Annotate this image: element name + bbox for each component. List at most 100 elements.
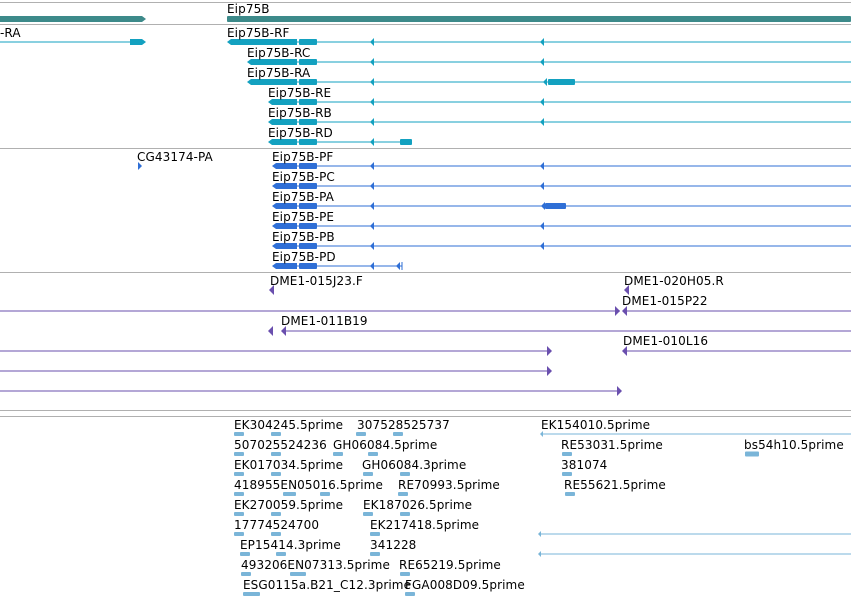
est-block[interactable] — [363, 512, 373, 516]
reverse-arrowhead-icon[interactable] — [370, 118, 374, 126]
pointed-end-icon[interactable] — [547, 366, 552, 376]
clone-label[interactable]: DME1-011B19 — [281, 314, 368, 328]
est-block[interactable] — [400, 572, 410, 576]
protein-label[interactable]: Eip75B-PE — [272, 210, 335, 224]
est-block[interactable] — [356, 432, 366, 436]
exon-block[interactable] — [247, 59, 297, 65]
exon-block[interactable] — [272, 243, 297, 249]
exon-block[interactable] — [299, 39, 317, 45]
est-block[interactable] — [234, 512, 244, 516]
est-label[interactable]: EK304245.5prime — [234, 418, 344, 432]
reverse-arrowhead-icon[interactable] — [370, 78, 374, 86]
est-label[interactable]: bs54h10.5prime — [744, 438, 844, 452]
reverse-arrowhead-icon[interactable] — [269, 285, 274, 295]
est-block[interactable] — [370, 532, 380, 536]
exon-block[interactable] — [272, 223, 297, 229]
exon-block[interactable] — [299, 163, 317, 169]
reverse-arrowhead-icon[interactable] — [370, 58, 374, 66]
est-block[interactable] — [368, 452, 378, 456]
est-label[interactable]: 381074 — [561, 458, 608, 472]
est-block[interactable] — [234, 492, 244, 496]
est-block[interactable] — [562, 472, 572, 476]
reverse-arrowhead-icon[interactable] — [370, 38, 374, 46]
exon-block[interactable] — [545, 203, 566, 209]
est-block[interactable] — [250, 592, 260, 596]
est-label[interactable]: RE70993.5prime — [398, 478, 500, 492]
transcript-label[interactable]: Eip75B-RD — [268, 126, 333, 140]
est-block[interactable] — [370, 552, 380, 556]
reverse-arrowhead-icon[interactable] — [540, 162, 544, 170]
exon-block[interactable] — [299, 203, 317, 209]
clone-label[interactable]: DME1-020H05.R — [624, 274, 724, 288]
transcript-label[interactable]: Eip75B-RB — [268, 106, 332, 120]
exon-block[interactable] — [299, 79, 317, 85]
est-label[interactable]: FGA008D09.5prime — [405, 578, 525, 592]
reverse-arrowhead-icon[interactable] — [370, 98, 374, 106]
pointed-end-icon[interactable] — [547, 346, 552, 356]
reverse-arrowhead-icon[interactable] — [622, 306, 627, 316]
est-block[interactable] — [320, 492, 330, 496]
reverse-arrowhead-icon[interactable] — [538, 551, 541, 557]
reverse-arrowhead-icon[interactable] — [540, 182, 544, 190]
est-block[interactable] — [234, 472, 244, 476]
est-block[interactable] — [398, 492, 408, 496]
est-block[interactable] — [234, 532, 244, 536]
exon-block[interactable] — [299, 119, 317, 125]
est-label[interactable]: GH06084.5prime — [333, 438, 438, 452]
transcript-label[interactable]: Eip75B-RA — [247, 66, 311, 80]
est-block[interactable] — [400, 512, 410, 516]
exon-block[interactable] — [247, 79, 297, 85]
reverse-arrowhead-icon[interactable] — [540, 222, 544, 230]
reverse-arrowhead-icon[interactable] — [370, 202, 374, 210]
est-label[interactable]: 341228 — [370, 538, 417, 552]
est-label[interactable]: EK154010.5prime — [541, 418, 651, 432]
est-block[interactable] — [234, 452, 244, 456]
est-label[interactable]: EK187026.5prime — [363, 498, 473, 512]
est-block[interactable] — [565, 492, 575, 496]
reverse-arrowhead-icon[interactable] — [622, 346, 627, 356]
est-label[interactable]: EK217418.5prime — [370, 518, 480, 532]
transcript-label[interactable]: -RA — [0, 26, 21, 40]
est-label[interactable]: GH06084.3prime — [362, 458, 467, 472]
reverse-arrowhead-icon[interactable] — [540, 98, 544, 106]
exon-block[interactable] — [299, 59, 317, 65]
est-block[interactable] — [271, 512, 281, 516]
est-block[interactable] — [271, 432, 281, 436]
est-block[interactable] — [271, 472, 281, 476]
est-label[interactable]: EK017034.5prime — [234, 458, 344, 472]
exon-block[interactable] — [268, 99, 297, 105]
clone-label[interactable]: DME1-015J23.F — [270, 274, 363, 288]
reverse-arrowhead-icon[interactable] — [538, 531, 541, 537]
exon-block[interactable] — [272, 163, 297, 169]
exon-block[interactable] — [548, 79, 575, 85]
reverse-arrowhead-icon[interactable] — [370, 262, 374, 270]
reverse-arrowhead-icon[interactable] — [370, 222, 374, 230]
pointed-end-icon[interactable] — [617, 386, 622, 396]
est-block[interactable] — [333, 452, 343, 456]
exon-block[interactable] — [272, 183, 297, 189]
reverse-arrowhead-icon[interactable] — [540, 38, 544, 46]
reverse-arrowhead-icon[interactable] — [540, 118, 544, 126]
exon-block[interactable] — [299, 263, 317, 269]
exon-block[interactable] — [299, 99, 317, 105]
reverse-arrowhead-icon[interactable] — [370, 162, 374, 170]
reverse-arrowhead-icon[interactable] — [268, 326, 273, 336]
reverse-arrowhead-icon[interactable] — [370, 242, 374, 250]
exon-block[interactable] — [272, 203, 297, 209]
reverse-arrowhead-icon[interactable] — [541, 202, 545, 210]
est-label[interactable]: ESG0115a.B21_C12.3prime — [243, 578, 412, 592]
protein-label[interactable]: CG43174-PA — [137, 150, 213, 164]
est-label[interactable]: RE65219.5prime — [399, 558, 501, 572]
exon-block[interactable] — [227, 39, 297, 45]
est-block[interactable] — [400, 472, 410, 476]
pointed-end-icon[interactable] — [615, 306, 620, 316]
est-label[interactable]: 418955EN05016.5prime — [234, 478, 383, 492]
est-block[interactable] — [393, 432, 403, 436]
est-block[interactable] — [271, 532, 281, 536]
reverse-arrowhead-icon[interactable] — [396, 262, 400, 270]
est-label[interactable]: RE55621.5prime — [564, 478, 666, 492]
protein-label[interactable]: Eip75B-PB — [272, 230, 335, 244]
clone-label[interactable]: DME1-010L16 — [623, 334, 709, 348]
est-block[interactable] — [363, 472, 373, 476]
reverse-arrowhead-icon[interactable] — [540, 58, 544, 66]
